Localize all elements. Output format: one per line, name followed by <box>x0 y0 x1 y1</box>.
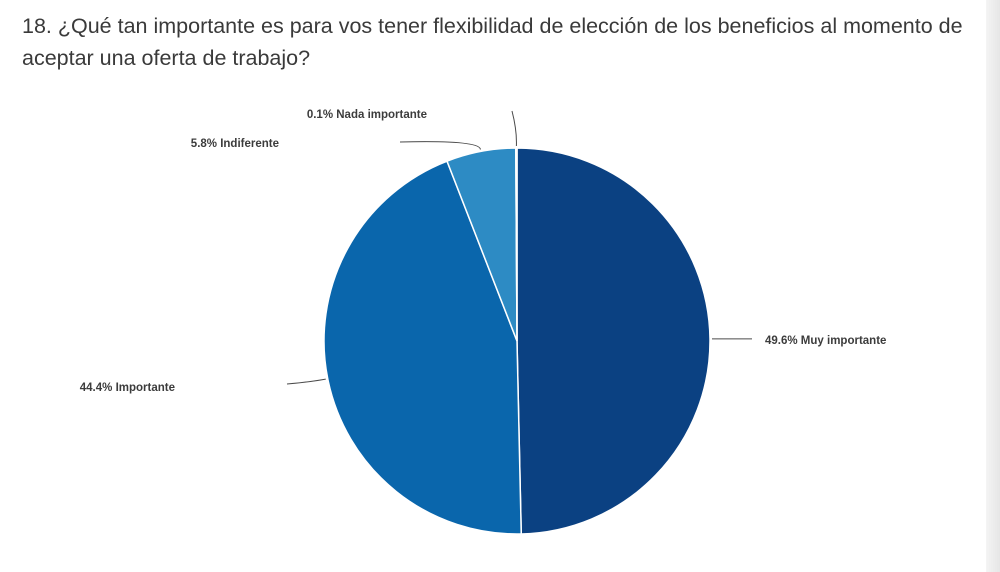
question-title: 18. ¿Qué tan importante es para vos tene… <box>22 14 963 70</box>
slice-label: 49.6% Muy importante <box>765 335 886 347</box>
pie-slices <box>323 147 711 535</box>
leader-line <box>286 378 326 385</box>
slice-labels: 49.6% Muy importante 44.4% Importante 5.8%… <box>80 109 887 394</box>
leader-line <box>399 141 481 150</box>
leader-lines <box>286 110 752 385</box>
pie-slice-nada-importante <box>515 147 518 342</box>
window-edge <box>986 0 1000 572</box>
leader-line <box>511 110 517 147</box>
pie-slice-importante <box>323 160 523 535</box>
slice-label: 0.1% Nada importante <box>307 109 427 121</box>
slice-label: 5.8% Indiferente <box>191 138 279 150</box>
slice-label: 44.4% Importante <box>80 382 175 394</box>
pie-slice-muy-importante <box>516 147 711 535</box>
